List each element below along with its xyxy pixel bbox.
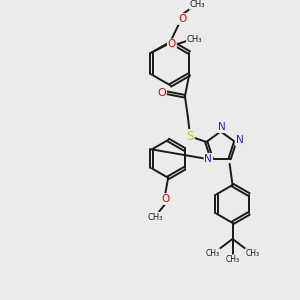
Text: CH₃: CH₃	[147, 213, 163, 222]
Text: N: N	[236, 136, 243, 146]
Text: N: N	[205, 154, 212, 164]
Text: CH₃: CH₃	[189, 0, 205, 9]
Text: CH₃: CH₃	[187, 35, 202, 44]
Text: O: O	[161, 194, 170, 204]
Text: CH₃: CH₃	[226, 255, 240, 264]
Text: N: N	[218, 122, 226, 132]
Text: S: S	[187, 130, 194, 143]
Text: CH₃: CH₃	[206, 249, 220, 258]
Text: CH₃: CH₃	[245, 249, 260, 258]
Text: O: O	[168, 39, 176, 50]
Text: O: O	[157, 88, 166, 98]
Text: O: O	[178, 14, 186, 24]
